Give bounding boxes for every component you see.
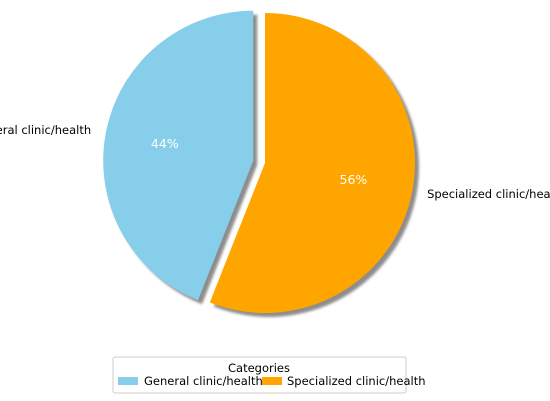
slice-label-specialized-clinic-health: Specialized clinic/health [427, 187, 550, 201]
pie-slice-general-clinic-health [103, 10, 254, 301]
pie-labels: General clinic/health 44% Specialized clin… [0, 123, 550, 201]
slice-percent-general-clinic-health: 44% [151, 136, 179, 151]
pie-slices [103, 10, 416, 313]
legend-title: Categories [228, 361, 290, 375]
legend-swatch-specialized [262, 377, 282, 385]
legend-frame [112, 356, 407, 394]
pie-slice-specialized-clinic-health [209, 13, 416, 313]
slice-percent-specialized-clinic-health: 56% [340, 172, 368, 187]
legend-entry-specialized: Specialized clinic/health [287, 374, 426, 388]
legend-swatch-general [118, 377, 138, 385]
legend-entry-general: General clinic/health [144, 374, 263, 388]
slice-label-general-clinic-health: General clinic/health [0, 123, 91, 137]
legend: Categories General clinic/health Special… [112, 356, 426, 394]
